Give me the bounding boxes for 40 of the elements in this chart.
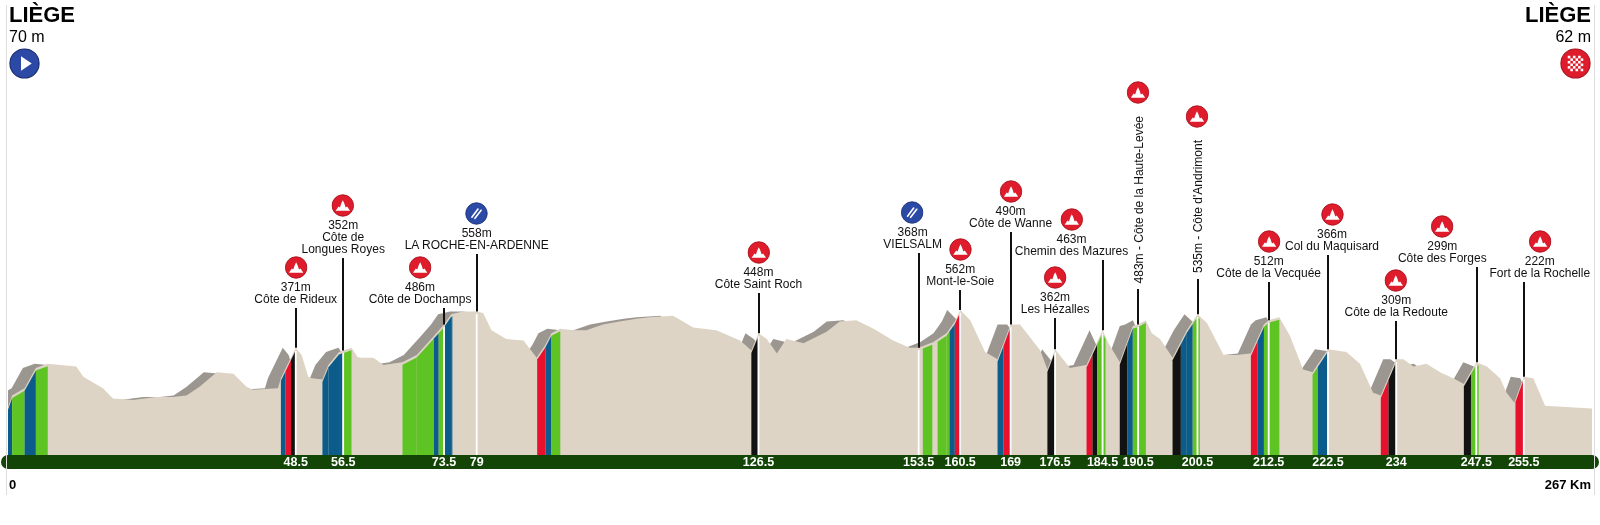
x-tick-label: 73.5 bbox=[431, 455, 457, 469]
annotation: 512m Côte de la Vecquée bbox=[1216, 254, 1322, 280]
annotation: 368m VIELSALM bbox=[883, 225, 942, 251]
x-tick-label: 200.5 bbox=[1181, 455, 1214, 469]
annotation: 299m Côte des Forges bbox=[1397, 239, 1487, 265]
x-tick-label: 153.5 bbox=[903, 455, 935, 469]
x-tick-label: 190.5 bbox=[1122, 455, 1154, 469]
x-tick-label: 169 bbox=[1000, 455, 1022, 469]
x-tick-label: 48.5 bbox=[283, 455, 308, 469]
x-tick-label: 126.5 bbox=[742, 455, 775, 469]
x-tick-label: 234 bbox=[1385, 455, 1407, 469]
x-tick-label: 255.5 bbox=[1508, 455, 1540, 469]
x-tick-label: 160.5 bbox=[944, 455, 976, 469]
text: 70 m bbox=[9, 28, 45, 46]
x-tick-label: 176.5 bbox=[1039, 455, 1071, 469]
annotation: 558m LA ROCHE-EN-ARDENNE bbox=[404, 226, 549, 252]
annotation: 535m - Côte d'Andrimont bbox=[1190, 139, 1205, 273]
annotation: 490m Côte de Wanne bbox=[969, 204, 1053, 230]
x-tick-label: 212.5 bbox=[1253, 455, 1285, 469]
annotation: 562m Mont-le-Soie bbox=[926, 262, 995, 288]
text: 0 bbox=[9, 477, 17, 492]
annotation: 222m Fort de la Rochelle bbox=[1489, 254, 1591, 280]
x-tick-label: 79 bbox=[469, 455, 484, 469]
annotation: 463m Chemin des Mazures bbox=[1014, 232, 1129, 258]
x-tick-label: 56.5 bbox=[331, 455, 356, 469]
x-tick-label: 222.5 bbox=[1312, 455, 1344, 469]
annotation: 483m - Côte de la Haute-Levée bbox=[1131, 115, 1146, 283]
annotation: 371m Côte de Rideux bbox=[254, 280, 338, 306]
text: LIÈGE bbox=[9, 2, 76, 27]
annotation: 352m Côte de Longues Royes bbox=[301, 218, 385, 256]
annotation: 309m Côte de la Redoute bbox=[1344, 293, 1448, 319]
annotation: 366m Col du Maquisard bbox=[1284, 227, 1380, 253]
x-tick-label: 184.5 bbox=[1086, 455, 1119, 469]
text: 267 Km bbox=[1544, 477, 1591, 492]
annotation: 486m Côte de Dochamps bbox=[368, 280, 472, 306]
annotation: 362m Les Hézalles bbox=[1020, 290, 1090, 316]
text: LIÈGE bbox=[1524, 2, 1591, 27]
text: 62 m bbox=[1555, 28, 1591, 46]
annotation: 448m Côte Saint Roch bbox=[714, 265, 803, 291]
x-tick-label: 247.5 bbox=[1460, 455, 1492, 469]
